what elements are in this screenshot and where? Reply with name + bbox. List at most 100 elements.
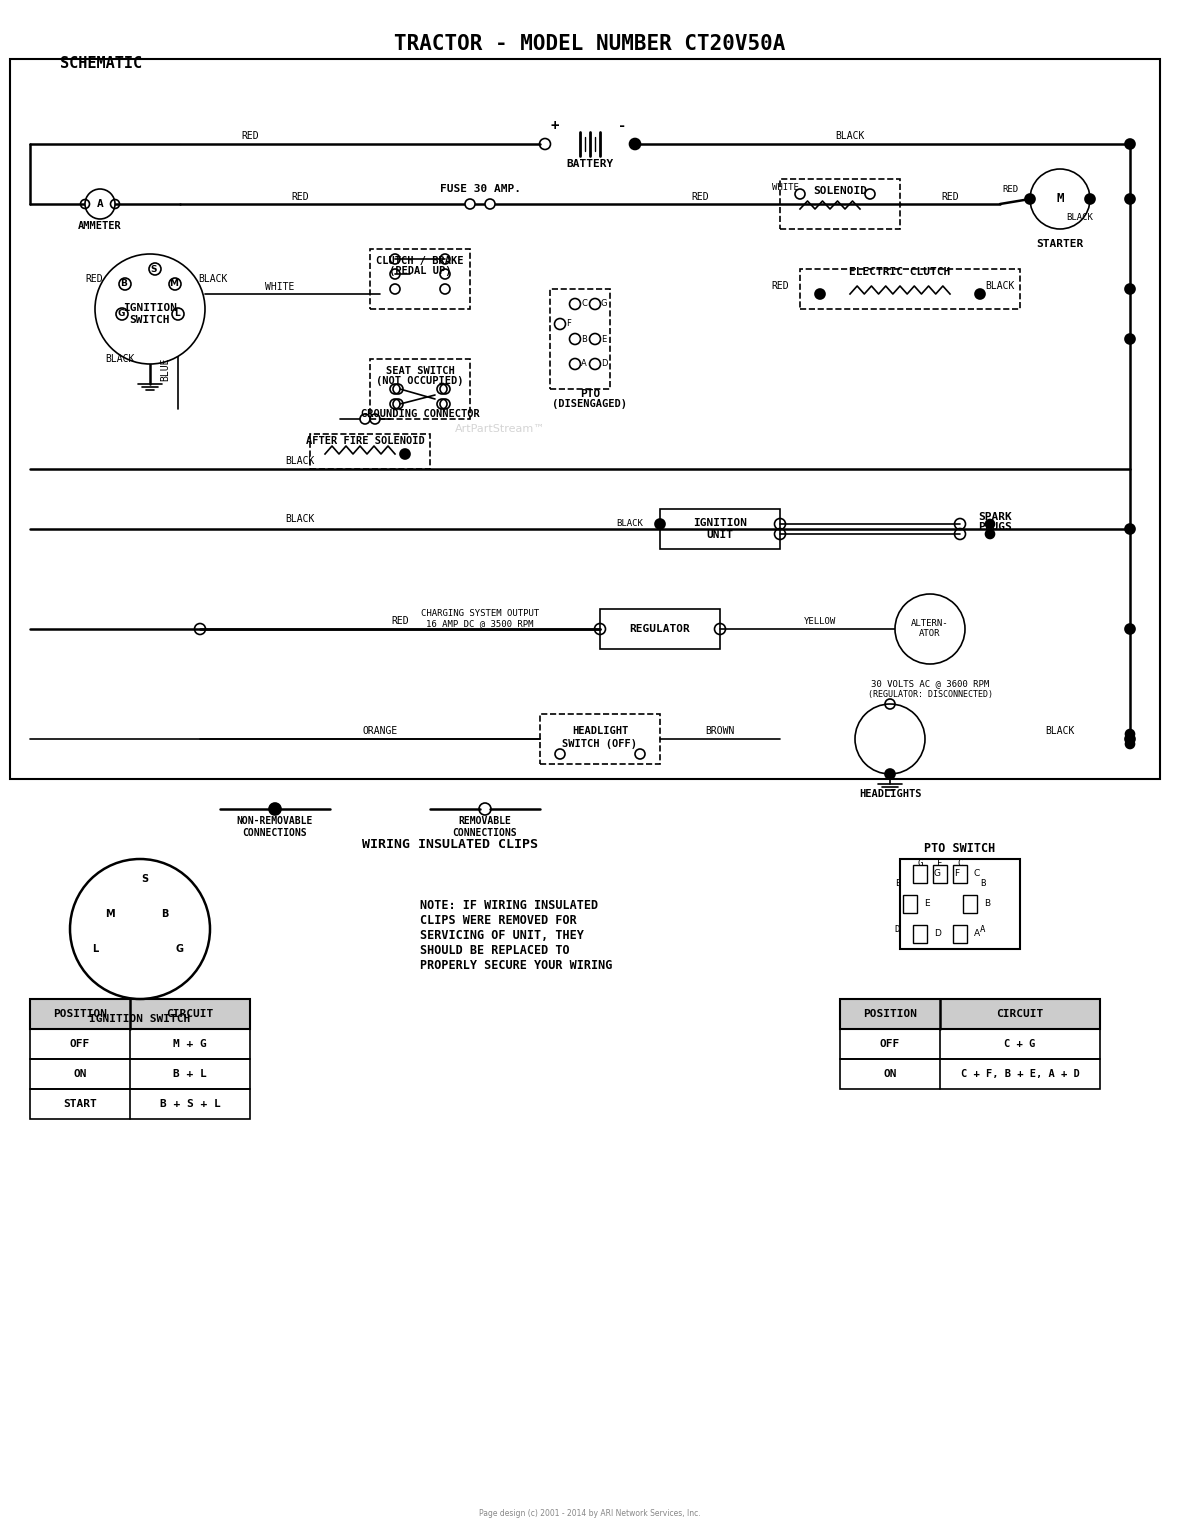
Bar	[953, 865, 966, 884]
Circle shape	[485, 199, 494, 209]
Text: (NOT OCCUPIED): (NOT OCCUPIED)	[376, 376, 464, 385]
Text: A: A	[981, 925, 985, 934]
Circle shape	[1126, 729, 1134, 739]
Circle shape	[894, 593, 965, 664]
Bar	[913, 925, 927, 943]
Text: GROUNDING CONNECTOR: GROUNDING CONNECTOR	[361, 408, 479, 419]
Bar	[168, 943, 192, 956]
Text: PTO SWITCH: PTO SWITCH	[924, 842, 996, 856]
Text: SEAT SWITCH: SEAT SWITCH	[386, 365, 454, 376]
Bar	[963, 894, 977, 913]
Circle shape	[629, 139, 641, 150]
Text: F: F	[937, 859, 943, 868]
Text: M: M	[170, 280, 178, 289]
Bar	[660, 509, 780, 549]
Text: G: G	[935, 870, 940, 879]
Circle shape	[985, 520, 995, 529]
Text: WHITE: WHITE	[772, 182, 799, 191]
Bar	[550, 289, 610, 388]
Text: WHITE: WHITE	[266, 281, 295, 292]
Text: SCHEMATIC: SCHEMATIC	[60, 57, 142, 72]
Bar	[153, 908, 177, 920]
Circle shape	[815, 289, 825, 300]
Circle shape	[1125, 524, 1135, 534]
Circle shape	[85, 190, 114, 219]
Circle shape	[1125, 194, 1135, 203]
Text: (DISENGAGED): (DISENGAGED)	[552, 399, 628, 408]
Text: B: B	[162, 910, 169, 919]
Text: NON-REMOVABLE
CONNECTIONS: NON-REMOVABLE CONNECTIONS	[237, 816, 313, 838]
Text: B: B	[984, 899, 990, 908]
Text: B: B	[581, 335, 586, 344]
Text: SPARK: SPARK	[978, 512, 1012, 521]
Text: REGULATOR: REGULATOR	[630, 624, 690, 635]
Bar	[133, 873, 157, 885]
Text: G: G	[176, 943, 184, 954]
Text: -: -	[618, 119, 627, 133]
Text: E: E	[602, 335, 607, 344]
Bar	[840, 998, 1100, 1029]
Text: RED: RED	[392, 616, 408, 625]
Text: BLACK: BLACK	[286, 456, 315, 466]
Text: D: D	[601, 359, 608, 368]
Text: CHARGING SYSTEM OUTPUT: CHARGING SYSTEM OUTPUT	[421, 610, 539, 619]
Circle shape	[885, 769, 894, 778]
Circle shape	[1125, 284, 1135, 294]
Text: BLUE: BLUE	[160, 358, 170, 381]
Text: BLACK: BLACK	[1045, 726, 1075, 735]
Text: HEADLIGHT: HEADLIGHT	[572, 726, 628, 735]
Text: ON: ON	[73, 1069, 87, 1079]
Text: E: E	[924, 899, 930, 908]
Text: Page design (c) 2001 - 2014 by ARI Network Services, Inc.: Page design (c) 2001 - 2014 by ARI Netwo…	[479, 1509, 701, 1518]
Bar	[953, 925, 966, 943]
Bar	[840, 1060, 1100, 1089]
Text: ORANGE: ORANGE	[362, 726, 398, 735]
Bar	[780, 179, 900, 229]
Text: A: A	[974, 930, 981, 939]
Circle shape	[1030, 170, 1090, 229]
Text: RED: RED	[85, 274, 103, 284]
Bar	[800, 269, 1020, 309]
Text: A: A	[581, 359, 586, 368]
Bar	[371, 359, 470, 419]
Text: IGNITION
UNIT: IGNITION UNIT	[693, 518, 747, 540]
Bar	[30, 1089, 250, 1119]
Circle shape	[985, 529, 995, 538]
Text: NOTE: IF WIRING INSULATED
CLIPS WERE REMOVED FOR
SERVICING OF UNIT, THEY
SHOULD : NOTE: IF WIRING INSULATED CLIPS WERE REM…	[420, 899, 612, 972]
Text: BLACK: BLACK	[1067, 213, 1094, 222]
Text: S: S	[142, 875, 149, 884]
Text: BATTERY: BATTERY	[566, 159, 614, 170]
Text: CIRCUIT: CIRCUIT	[166, 1009, 214, 1018]
Bar	[599, 609, 720, 648]
Text: ATOR: ATOR	[919, 630, 940, 639]
Bar	[98, 908, 122, 920]
Bar	[30, 1029, 250, 1060]
Text: OFF: OFF	[880, 1040, 900, 1049]
Text: 30 VOLTS AC @ 3600 RPM: 30 VOLTS AC @ 3600 RPM	[871, 679, 989, 688]
Text: D: D	[894, 925, 900, 934]
Bar	[30, 998, 250, 1029]
Text: CLUTCH / BRAKE: CLUTCH / BRAKE	[376, 255, 464, 266]
Text: G: G	[601, 300, 608, 309]
Circle shape	[269, 803, 281, 815]
Text: L: L	[92, 943, 98, 954]
Text: ELECTRIC CLUTCH: ELECTRIC CLUTCH	[850, 268, 951, 277]
Text: BLACK: BLACK	[617, 520, 643, 529]
Text: G: G	[917, 859, 923, 868]
Text: RED: RED	[691, 193, 709, 202]
Circle shape	[465, 199, 476, 209]
Text: M: M	[1056, 193, 1063, 205]
Text: M: M	[105, 910, 114, 919]
Text: F: F	[953, 870, 959, 879]
Text: C: C	[974, 870, 981, 879]
Text: D: D	[935, 930, 940, 939]
Text: WIRING INSULATED CLIPS: WIRING INSULATED CLIPS	[362, 838, 538, 850]
Text: CIRCUIT: CIRCUIT	[996, 1009, 1043, 1018]
Text: PTO: PTO	[579, 388, 601, 399]
Text: PLUGS: PLUGS	[978, 521, 1012, 532]
Text: SWITCH (OFF): SWITCH (OFF)	[563, 739, 637, 749]
Text: +: +	[551, 119, 559, 133]
Text: ON: ON	[884, 1069, 897, 1079]
Text: SOLENOID: SOLENOID	[813, 187, 867, 196]
Text: IGNITION SWITCH: IGNITION SWITCH	[90, 1014, 191, 1024]
